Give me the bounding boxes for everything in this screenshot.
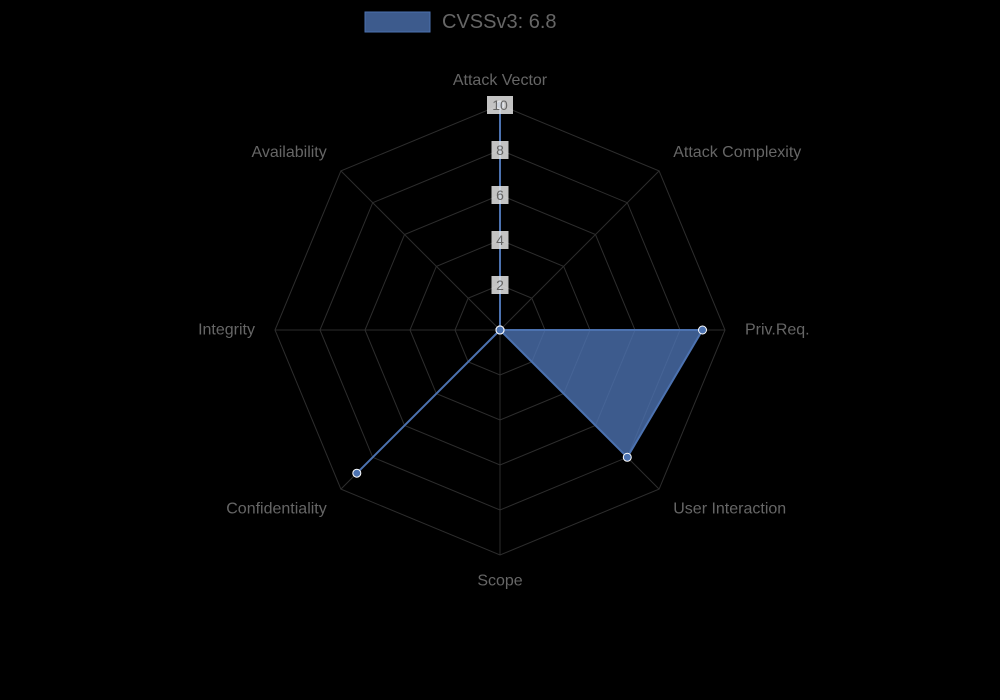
axis-label: Attack Vector	[453, 72, 548, 89]
series-marker	[699, 326, 707, 334]
legend-label: CVSSv3: 6.8	[442, 11, 557, 33]
series-marker	[623, 453, 631, 461]
axis-label: Attack Complexity	[673, 144, 801, 161]
axis-label: User Interaction	[673, 501, 786, 518]
r-tick-label: 8	[496, 142, 504, 158]
axis-label: Confidentiality	[226, 501, 327, 518]
series-marker	[353, 469, 361, 477]
series-marker	[496, 326, 504, 334]
legend-swatch	[365, 12, 430, 32]
cvss-radar-chart: 2 4 6 8 10 Attack Vector Attack Complexity Priv…	[0, 0, 1000, 700]
r-tick-label: 4	[496, 232, 504, 248]
r-tick-label: 10	[492, 97, 508, 113]
axis-label: Priv.Req.	[745, 322, 810, 339]
r-tick-label: 6	[496, 187, 504, 203]
axis-label: Scope	[477, 572, 522, 589]
axis-label: Integrity	[198, 322, 255, 339]
axis-label: Availability	[251, 144, 326, 161]
r-tick-label: 2	[496, 277, 504, 293]
